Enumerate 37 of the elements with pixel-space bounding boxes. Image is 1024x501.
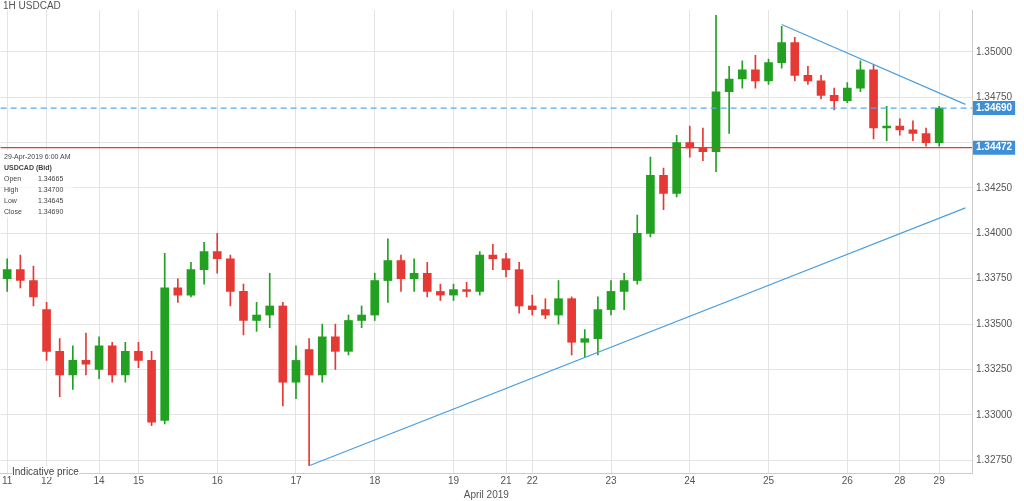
x-axis-title: April 2019: [463, 488, 510, 500]
y-tick-label: 1.34250: [976, 181, 1013, 193]
annotation: Indicative price: [12, 466, 79, 477]
x-tick-label: 29: [933, 474, 946, 486]
x-tick-label: 11: [2, 474, 13, 486]
y-tick-label: 1.33000: [976, 408, 1013, 420]
y-tick-label: 1.34000: [976, 227, 1013, 239]
y-tick-label: 1.34750: [976, 90, 1013, 102]
candlestick: [580, 329, 590, 358]
x-tick-label: 23: [605, 474, 618, 486]
candlestick: [265, 272, 275, 329]
chart-title: 1H USDCAD: [3, 0, 61, 11]
ref-line-label: 1.34472: [976, 141, 1013, 153]
candlestick: [527, 294, 537, 316]
x-tick-label: 24: [684, 474, 696, 486]
x-tick-label: 15: [132, 474, 145, 486]
x-tick-label: 21: [500, 474, 512, 486]
x-tick-label: 17: [290, 474, 302, 486]
x-tick-label: 28: [894, 474, 906, 486]
y-tick-label: 1.35000: [976, 45, 1013, 57]
x-tick-label: 25: [762, 474, 775, 486]
candlestick: [724, 65, 734, 134]
y-tick-label: 1.33750: [976, 272, 1013, 284]
x-tick-label: 14: [93, 474, 106, 486]
candlestick: [212, 233, 222, 274]
candlestick: [304, 338, 314, 467]
candlestick: [409, 258, 419, 292]
y-tick-label: 1.32750: [976, 454, 1013, 466]
x-tick-label: 16: [211, 474, 224, 486]
x-tick-label: 19: [447, 474, 460, 486]
candlestick: [895, 118, 905, 136]
x-tick-label: 18: [369, 474, 381, 486]
ref-line-label: 1.34690: [976, 101, 1013, 113]
x-tick-label: 22: [526, 474, 539, 486]
x-tick-label: 26: [841, 474, 854, 486]
y-tick-label: 1.33500: [976, 317, 1013, 329]
y-tick-label: 1.33250: [976, 363, 1013, 375]
